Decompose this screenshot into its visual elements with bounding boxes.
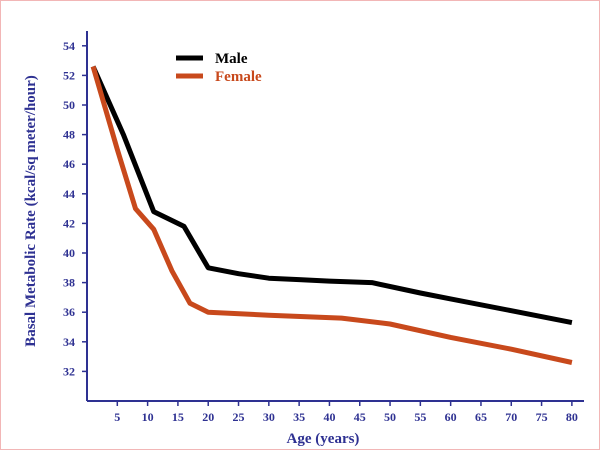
legend-label-female: Female: [215, 69, 262, 85]
x-tick-label: 15: [172, 410, 184, 424]
y-tick-label: 36: [63, 305, 75, 319]
y-tick-label: 46: [63, 157, 75, 171]
x-tick-label: 40: [323, 410, 335, 424]
series-line-female: [90, 65, 573, 365]
y-tick-label: 32: [63, 364, 75, 378]
y-axis-label: Basal Metabolic Rate (kcal/sq meter/hour…: [23, 75, 39, 347]
x-tick-label: 30: [263, 410, 275, 424]
y-tick-label: 52: [63, 68, 75, 82]
x-tick-label: 65: [475, 410, 487, 424]
x-tick-label: 60: [445, 410, 457, 424]
y-tick-label: 40: [63, 246, 75, 260]
y-tick-label: 44: [63, 187, 75, 201]
y-tick-label: 48: [63, 128, 75, 142]
axes: [86, 31, 584, 402]
y-tick-label: 50: [63, 98, 75, 112]
x-tick-label: 75: [536, 410, 548, 424]
x-tick-label: 45: [354, 410, 366, 424]
legend: Male Female: [176, 51, 262, 85]
y-tick-label: 38: [63, 276, 75, 290]
x-tick-label: 5: [114, 410, 120, 424]
series-lines: [90, 65, 573, 365]
x-tick-label: 10: [142, 410, 154, 424]
x-tick-label: 35: [293, 410, 305, 424]
y-tick-label: 42: [63, 216, 75, 230]
tick-labels: 32 34 36 38 40 42 44 46 48 50 52 54 5 10 15 20 25 30 35 40 4…: [63, 39, 578, 424]
x-tick-label: 80: [566, 410, 578, 424]
x-tick-label: 25: [233, 410, 245, 424]
y-tick-label: 54: [63, 39, 75, 53]
series-line-male: [90, 65, 573, 326]
x-tick-label: 50: [384, 410, 396, 424]
x-tick-label: 70: [505, 410, 517, 424]
x-tick-label: 55: [414, 410, 426, 424]
legend-label-male: Male: [215, 51, 248, 67]
y-tick-label: 34: [63, 335, 75, 349]
x-tick-label: 20: [202, 410, 214, 424]
x-axis-label: Age (years): [287, 431, 360, 447]
